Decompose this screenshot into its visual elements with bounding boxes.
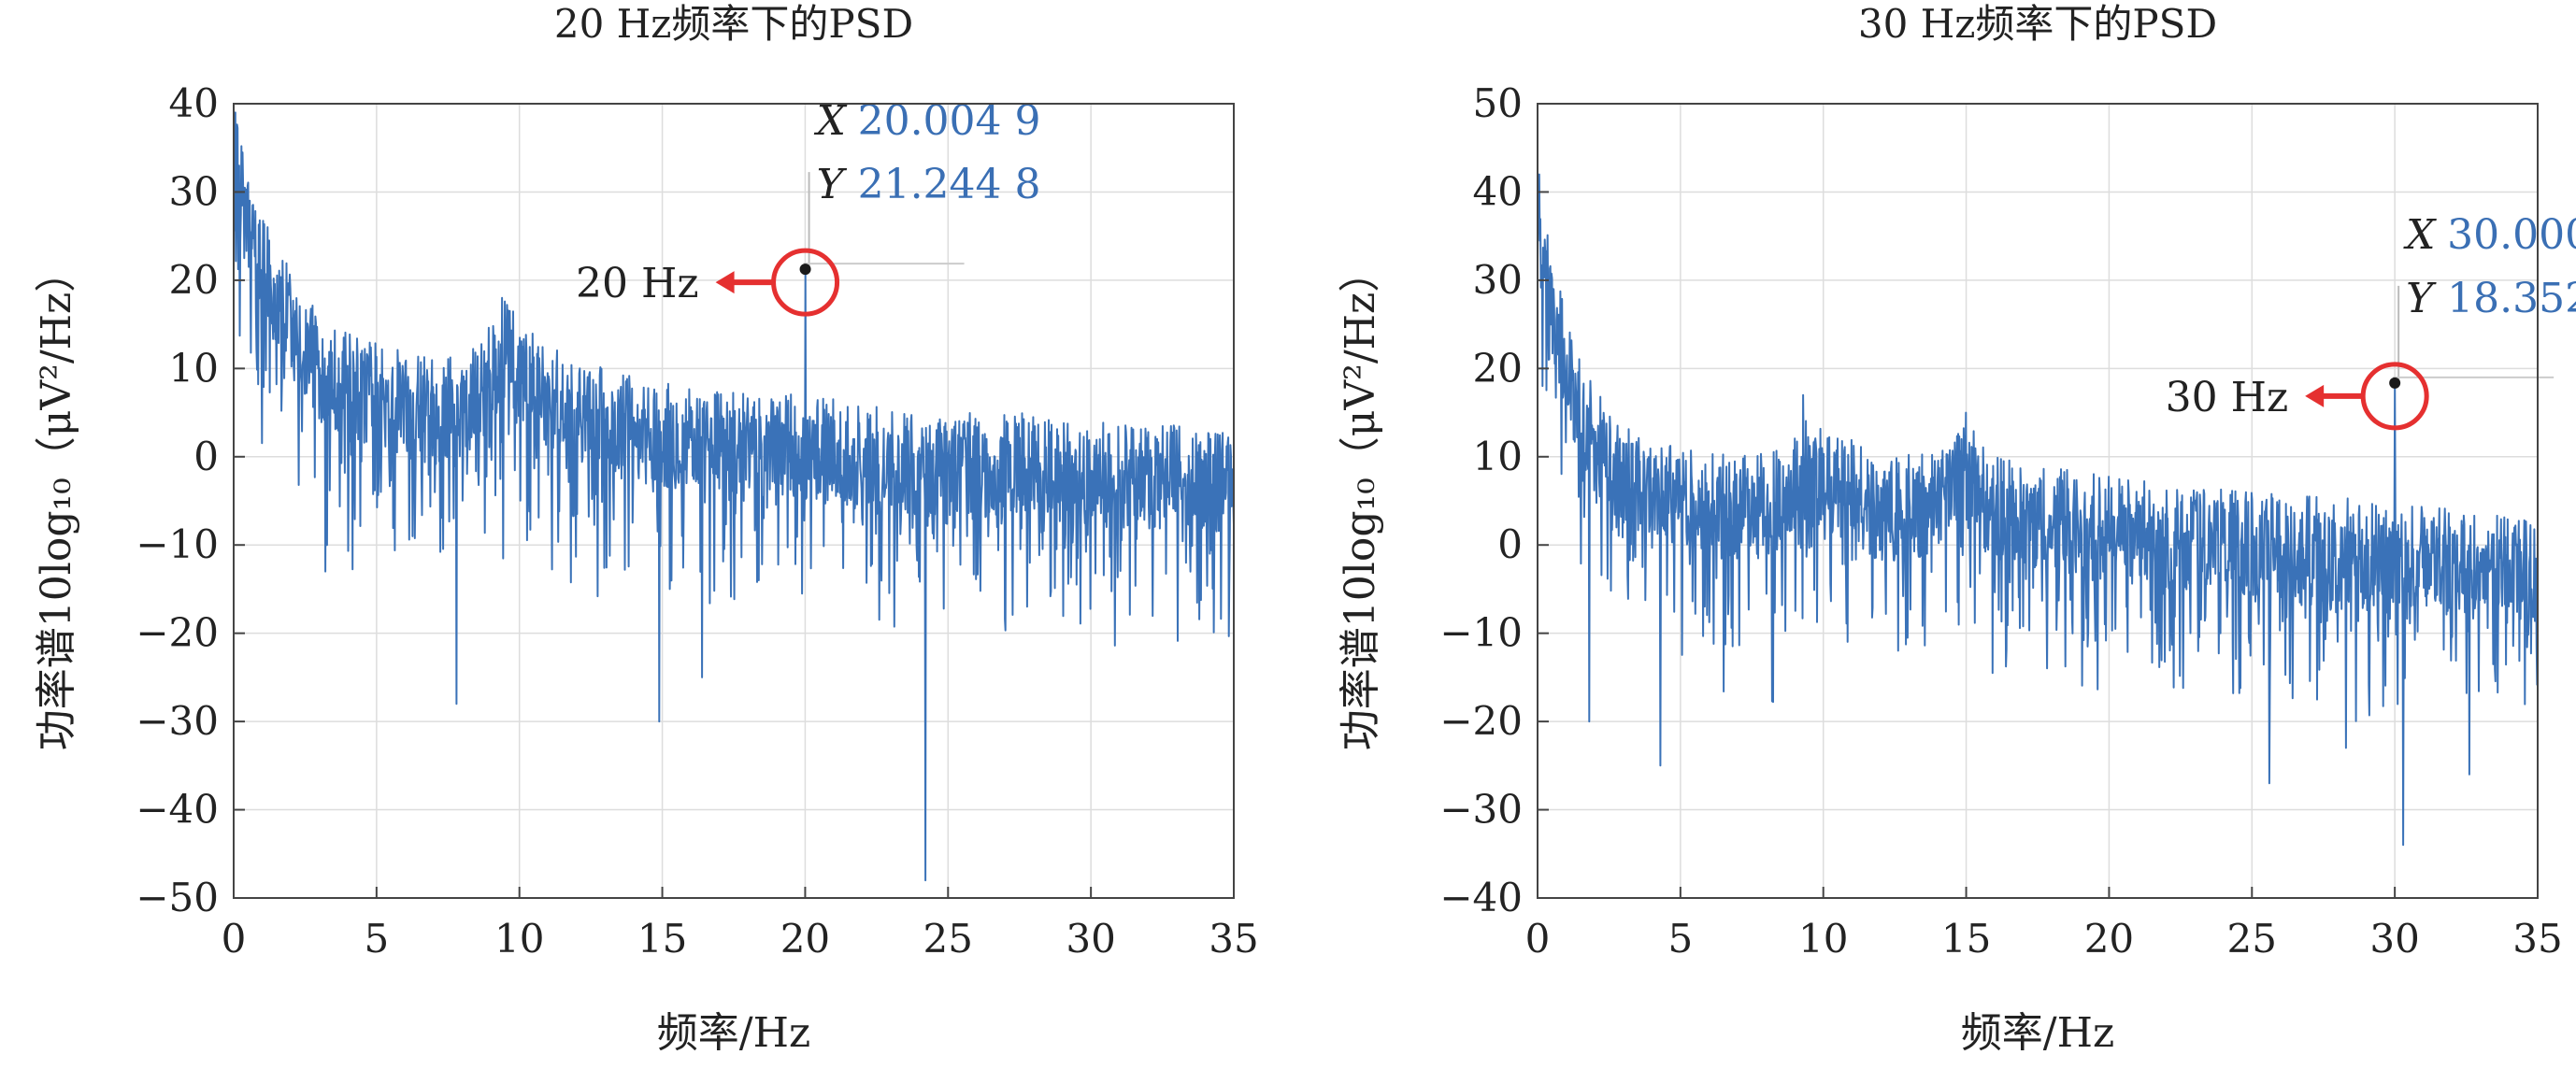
peak-annotation: X 20.004 9Y 21.244 8 20 Hz <box>576 97 1041 317</box>
y-axis: −40 −30 −20 −10 0 10 20 30 40 50 <box>1439 80 1549 920</box>
datatip-x-value: 20.004 9 <box>858 97 1041 145</box>
x-axis: 0 5 10 15 20 25 30 35 <box>1525 887 2563 962</box>
y-tick-label: 20 <box>1473 345 1523 391</box>
x-tick-label: 0 <box>222 916 247 962</box>
y-tick-label: −10 <box>136 521 219 567</box>
datatip-y-label: Y <box>2406 275 2437 322</box>
x-tick-label: 15 <box>637 916 687 962</box>
datatip-x-label: X <box>2403 211 2437 259</box>
x-tick-label: 15 <box>1941 916 1991 962</box>
psd-chart-20hz: 20 Hz频率下的PSD X 20.004 9Y 21.244 8 20 Hz 0 5 1… <box>33 1 1259 1057</box>
chart-title: 20 Hz频率下的PSD <box>554 1 913 47</box>
x-tick-label: 5 <box>1667 916 1693 962</box>
y-tick-label: −20 <box>1439 698 1523 744</box>
y-tick-label: 0 <box>1497 521 1523 567</box>
y-tick-label: 20 <box>169 257 219 303</box>
y-tick-label: −10 <box>1439 610 1523 656</box>
datatip-x-value: 30.000 7 <box>2447 211 2576 259</box>
chart-title: 30 Hz频率下的PSD <box>1858 1 2217 47</box>
datatip-y-value: 18.352 5 <box>2447 275 2576 322</box>
y-tick-label: −30 <box>136 698 219 744</box>
psd-trace <box>1537 173 2539 847</box>
x-tick-label: 20 <box>780 916 830 962</box>
y-axis: −50 −40 −30 −20 −10 0 10 20 30 40 <box>136 80 245 920</box>
y-tick-label: −30 <box>1439 787 1523 833</box>
y-tick-label: 30 <box>169 168 219 214</box>
x-tick-label: 10 <box>1798 916 1848 962</box>
y-tick-label: −20 <box>136 610 219 656</box>
y-tick-label: 10 <box>169 345 219 391</box>
x-axis-label: 频率/Hz <box>657 1009 810 1057</box>
psd-line <box>1537 173 2539 847</box>
marker-label: 20 Hz <box>576 260 699 307</box>
y-tick-label: 50 <box>1473 80 1523 126</box>
x-tick-label: 25 <box>2227 916 2277 962</box>
y-tick-label: 0 <box>193 434 219 479</box>
y-tick-label: −40 <box>1439 875 1523 920</box>
peak-annotation: X30.000 7Y18.352 5 30 Hz <box>2166 211 2576 431</box>
x-tick-label: 35 <box>1209 916 1258 962</box>
psd-chart-30hz: 30 Hz频率下的PSD X30.000 7Y18.352 5 30 Hz 0 5 1… <box>1337 1 2576 1057</box>
x-tick-label: 10 <box>494 916 544 962</box>
datatip-y-label: Y <box>817 161 848 208</box>
x-tick-label: 25 <box>923 916 973 962</box>
arrow-head <box>2305 384 2325 407</box>
marker-label: 30 Hz <box>2166 374 2289 421</box>
psd-line <box>233 111 1235 882</box>
plot-frame <box>1537 103 2539 899</box>
y-tick-label: 10 <box>1473 434 1523 479</box>
y-tick-label: 40 <box>169 80 219 126</box>
datatip-y-value: 21.244 8 <box>858 161 1041 208</box>
y-tick-label: −40 <box>136 787 219 833</box>
x-tick-label: 30 <box>1066 916 1115 962</box>
y-axis-label: 功率谱10log₁₀（μV²/Hz） <box>33 251 80 750</box>
y-axis-label: 功率谱10log₁₀（μV²/Hz） <box>1337 251 1384 750</box>
y-tick-label: 40 <box>1473 168 1523 214</box>
plot-frame <box>233 103 1235 899</box>
x-tick-label: 0 <box>1525 916 1551 962</box>
x-axis: 0 5 10 15 20 25 30 35 <box>222 887 1259 962</box>
datatip-marker <box>2389 377 2401 389</box>
arrow-head <box>715 271 735 294</box>
x-tick-label: 35 <box>2512 916 2562 962</box>
datatip-x-label: X <box>814 97 848 145</box>
y-tick-label: −50 <box>136 875 219 920</box>
x-axis-label: 频率/Hz <box>1961 1009 2114 1057</box>
x-tick-label: 30 <box>2369 916 2419 962</box>
x-tick-label: 20 <box>2084 916 2134 962</box>
y-tick-label: 30 <box>1473 257 1523 303</box>
datatip-marker <box>799 264 811 276</box>
x-tick-label: 5 <box>364 916 389 962</box>
psd-trace <box>233 111 1235 882</box>
